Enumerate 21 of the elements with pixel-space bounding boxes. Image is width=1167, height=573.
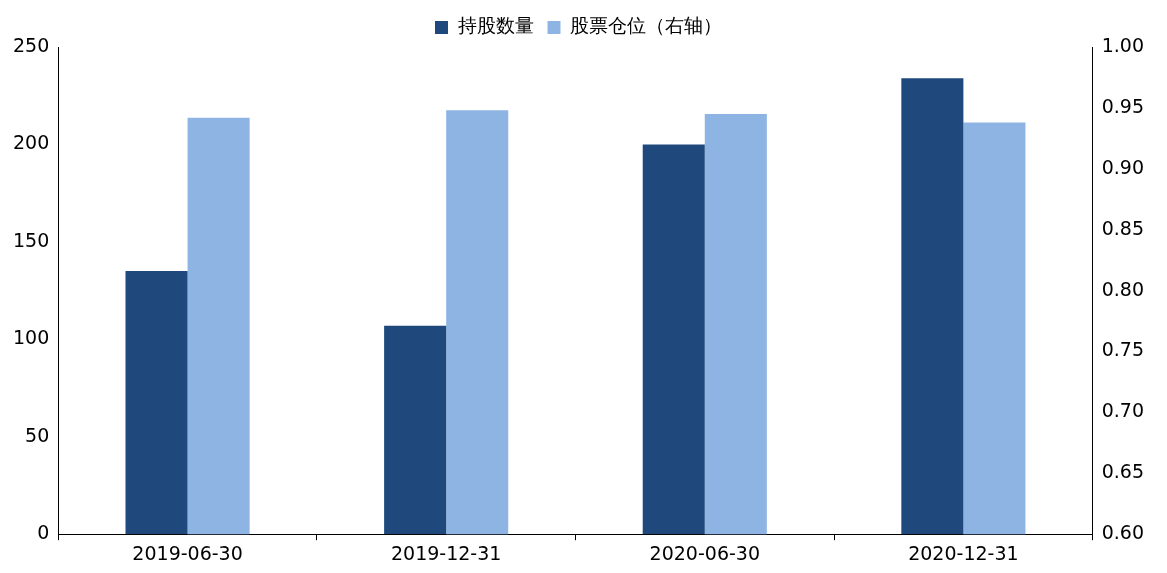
legend-label: 持股数量 xyxy=(457,14,534,37)
y-tick-label: 250 xyxy=(13,33,50,56)
x-tick-label: 2020-06-30 xyxy=(649,541,760,564)
y2-tick-label: 0.70 xyxy=(1101,399,1145,422)
y-tick-label: 50 xyxy=(25,423,50,446)
y2-tick-label: 1.00 xyxy=(1101,33,1145,56)
y-tick-label: 0 xyxy=(37,521,50,544)
x-tick-label: 2019-12-31 xyxy=(390,541,502,564)
y-tick-label: 150 xyxy=(13,228,50,251)
y-tick-label: 100 xyxy=(13,326,50,349)
y2-tick-label: 0.90 xyxy=(1101,155,1145,178)
y2-tick-label: 0.60 xyxy=(1101,521,1145,544)
y2-tick-label: 0.75 xyxy=(1101,338,1145,361)
y2-tick-label: 0.85 xyxy=(1101,216,1145,239)
legend-label: 股票仓位（右轴） xyxy=(570,14,722,37)
x-tick-label: 2019-06-30 xyxy=(132,541,243,564)
y2-tick-label: 0.95 xyxy=(1101,94,1145,117)
y2-tick-label: 0.80 xyxy=(1101,277,1145,300)
y2-tick-label: 0.65 xyxy=(1101,460,1145,483)
x-tick-label: 2020-12-31 xyxy=(908,541,1019,564)
y-tick-label: 200 xyxy=(13,131,50,154)
